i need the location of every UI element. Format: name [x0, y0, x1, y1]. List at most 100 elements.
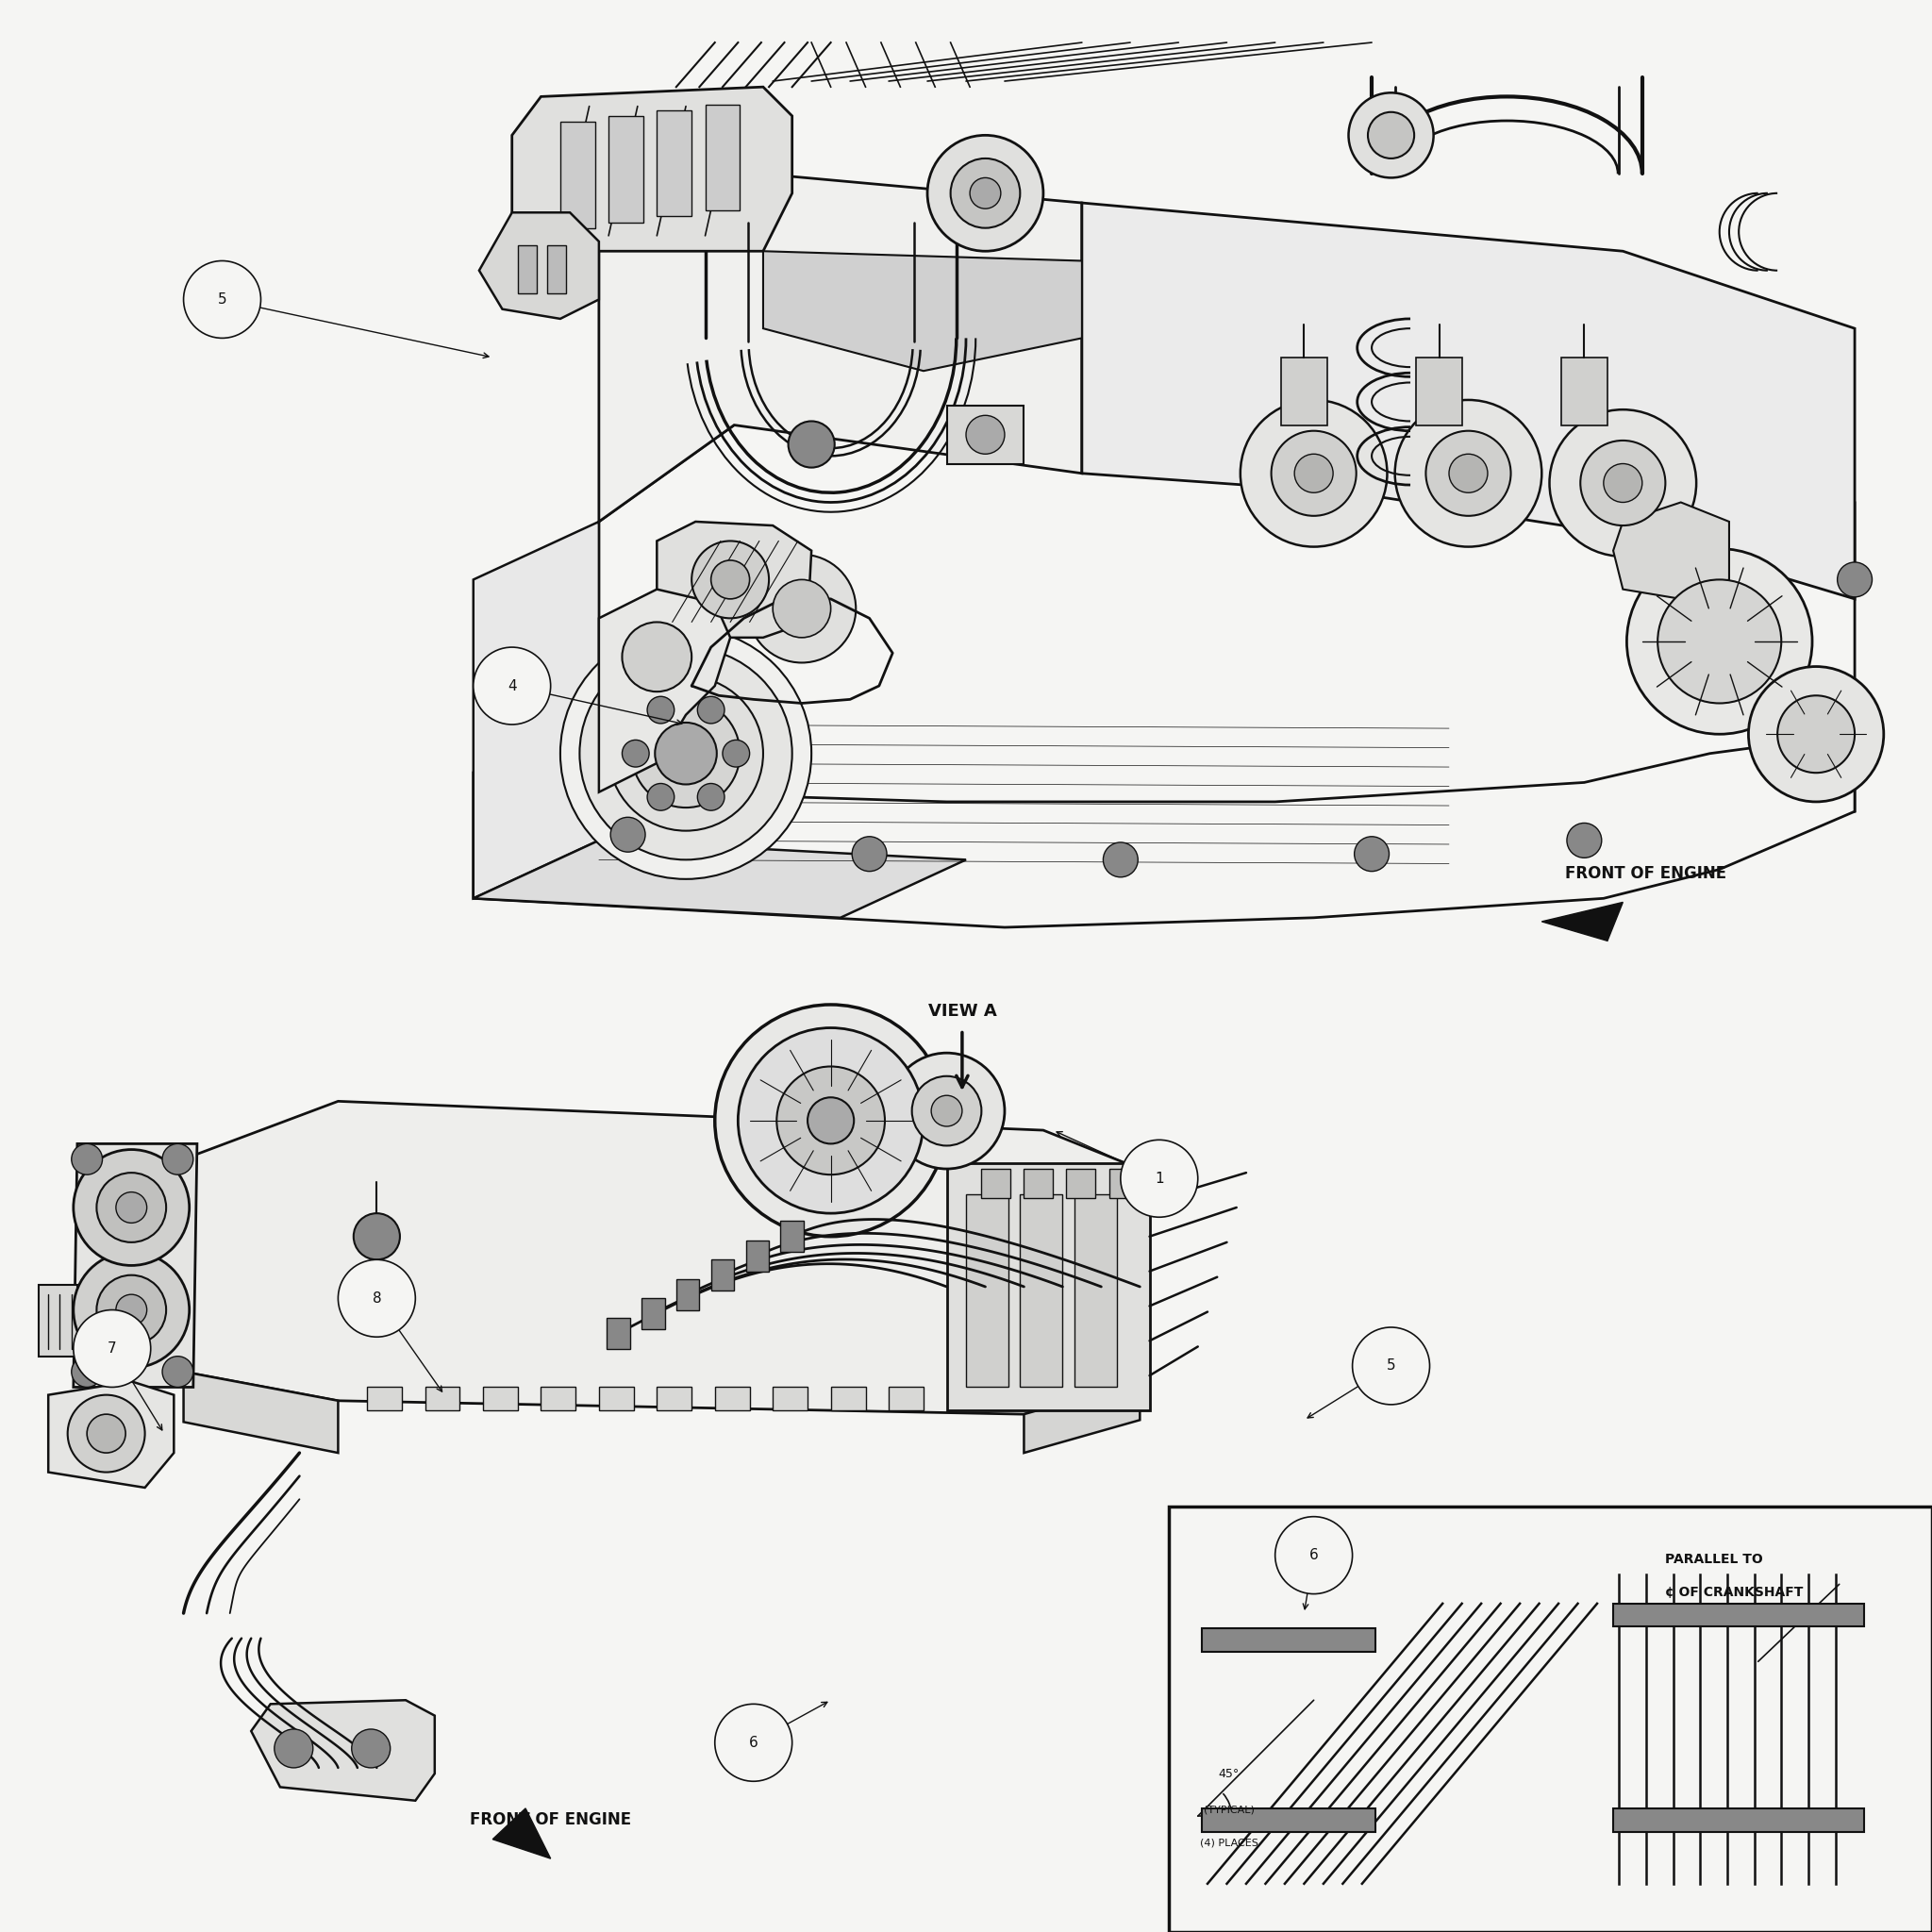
Circle shape: [560, 628, 811, 879]
Circle shape: [1567, 823, 1602, 858]
Text: (TYPICAL): (TYPICAL): [1204, 1806, 1254, 1814]
Bar: [1066, 1169, 1095, 1198]
Polygon shape: [479, 213, 599, 319]
Circle shape: [73, 1150, 189, 1265]
Polygon shape: [251, 1700, 435, 1801]
Polygon shape: [512, 87, 792, 251]
Circle shape: [580, 647, 792, 860]
Bar: [1024, 1169, 1053, 1198]
Bar: [1416, 357, 1463, 425]
Bar: [746, 1240, 769, 1271]
Circle shape: [1549, 410, 1696, 556]
Text: 8: 8: [373, 1291, 381, 1306]
Polygon shape: [1613, 502, 1729, 599]
Text: PARALLEL TO: PARALLEL TO: [1665, 1553, 1764, 1565]
Circle shape: [927, 135, 1043, 251]
Bar: [705, 104, 740, 211]
Text: 7: 7: [108, 1341, 116, 1356]
Bar: [1561, 357, 1607, 425]
Circle shape: [966, 415, 1005, 454]
Circle shape: [622, 622, 692, 692]
Circle shape: [808, 1097, 854, 1144]
Polygon shape: [1082, 203, 1855, 599]
Circle shape: [692, 541, 769, 618]
Bar: [483, 1387, 518, 1410]
Circle shape: [715, 1005, 947, 1236]
Circle shape: [1121, 1140, 1198, 1217]
Circle shape: [473, 647, 551, 724]
Polygon shape: [599, 589, 730, 792]
Polygon shape: [657, 522, 811, 638]
Bar: [560, 122, 595, 228]
Bar: [715, 1387, 750, 1410]
Circle shape: [711, 560, 750, 599]
Circle shape: [889, 1053, 1005, 1169]
Circle shape: [912, 1076, 981, 1146]
Circle shape: [1395, 400, 1542, 547]
Circle shape: [162, 1144, 193, 1175]
Circle shape: [1103, 842, 1138, 877]
Bar: [518, 245, 537, 294]
Polygon shape: [493, 1808, 551, 1859]
Circle shape: [951, 158, 1020, 228]
Polygon shape: [599, 425, 1855, 850]
Bar: [1020, 1194, 1063, 1387]
Bar: [641, 1298, 665, 1329]
Bar: [541, 1387, 576, 1410]
Bar: [657, 110, 692, 216]
Bar: [1613, 1808, 1864, 1832]
Circle shape: [338, 1260, 415, 1337]
Text: 45°: 45°: [1219, 1768, 1238, 1779]
Bar: [1109, 1169, 1138, 1198]
Bar: [1169, 1507, 1932, 1932]
Circle shape: [1271, 431, 1356, 516]
Text: ¢ OF CRANKSHAFT: ¢ OF CRANKSHAFT: [1665, 1586, 1803, 1598]
Polygon shape: [184, 1101, 1140, 1414]
Circle shape: [1240, 400, 1387, 547]
Polygon shape: [1542, 902, 1623, 941]
Bar: [367, 1387, 402, 1410]
Circle shape: [354, 1213, 400, 1260]
Circle shape: [622, 740, 649, 767]
Circle shape: [1426, 431, 1511, 516]
Text: FRONT OF ENGINE: FRONT OF ENGINE: [469, 1812, 632, 1828]
Text: 1: 1: [1155, 1171, 1163, 1186]
Circle shape: [647, 784, 674, 811]
Circle shape: [184, 261, 261, 338]
Circle shape: [697, 784, 724, 811]
Circle shape: [738, 1028, 923, 1213]
Bar: [599, 1387, 634, 1410]
Polygon shape: [48, 1381, 174, 1488]
Polygon shape: [184, 1372, 338, 1453]
Circle shape: [852, 837, 887, 871]
Text: FRONT OF ENGINE: FRONT OF ENGINE: [1565, 866, 1727, 881]
Circle shape: [788, 421, 835, 468]
Circle shape: [352, 1729, 390, 1768]
Circle shape: [1658, 580, 1781, 703]
Text: 5: 5: [1387, 1358, 1395, 1374]
Polygon shape: [73, 1144, 197, 1387]
Text: 6: 6: [750, 1735, 757, 1750]
Circle shape: [611, 817, 645, 852]
Polygon shape: [599, 174, 1082, 522]
Circle shape: [97, 1275, 166, 1345]
Polygon shape: [473, 734, 1855, 927]
Bar: [657, 1387, 692, 1410]
Bar: [1613, 1604, 1864, 1627]
Circle shape: [609, 676, 763, 831]
Bar: [1074, 1194, 1117, 1387]
Bar: [607, 1318, 630, 1349]
Circle shape: [1352, 1327, 1430, 1405]
Text: VIEW A: VIEW A: [927, 1003, 997, 1020]
Circle shape: [68, 1395, 145, 1472]
Circle shape: [71, 1144, 102, 1175]
Bar: [425, 1387, 460, 1410]
Circle shape: [655, 723, 717, 784]
Bar: [1202, 1629, 1376, 1652]
Circle shape: [697, 696, 724, 723]
Bar: [1281, 357, 1327, 425]
Bar: [947, 406, 1024, 464]
Bar: [781, 1221, 804, 1252]
Circle shape: [73, 1252, 189, 1368]
Circle shape: [715, 1704, 792, 1781]
